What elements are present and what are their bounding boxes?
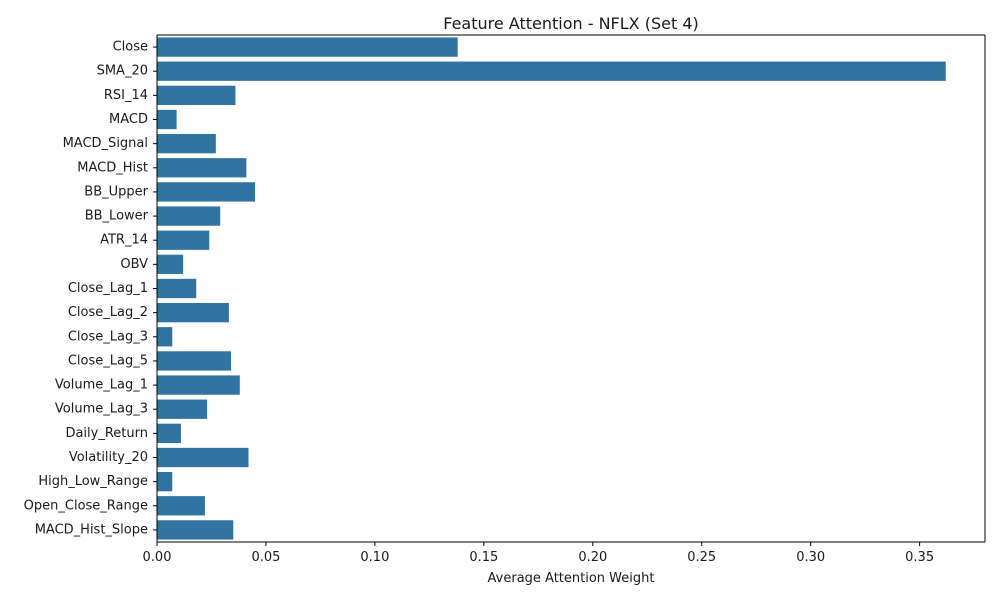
- x-tick-label: 0.25: [687, 550, 716, 565]
- y-tick-label: OBV: [120, 257, 148, 272]
- bar-volatility-20: [157, 447, 249, 468]
- bar-close-lag-5: [157, 351, 232, 371]
- bar-rsi-14: [157, 85, 236, 106]
- y-tick-label: MACD_Hist: [77, 160, 148, 175]
- bar-close-lag-2: [157, 302, 229, 323]
- x-tick-label: 0.00: [143, 550, 172, 565]
- y-tick-label: BB_Lower: [85, 209, 149, 224]
- y-tick-label: Open_Close_Range: [24, 498, 148, 513]
- y-tick-label: RSI_14: [104, 88, 148, 103]
- x-tick-label: 0.05: [251, 550, 280, 565]
- x-tick-label: 0.15: [469, 550, 498, 565]
- y-tick-label: MACD_Hist_Slope: [35, 522, 148, 537]
- bar-atr-14: [157, 230, 210, 250]
- y-tick-label: Close_Lag_2: [68, 305, 148, 320]
- bar-daily-return: [157, 423, 181, 444]
- bar-close: [157, 37, 458, 57]
- bar-macd: [157, 109, 177, 130]
- y-tick-label: Volatility_20: [69, 450, 148, 465]
- y-tick-label: Volume_Lag_3: [55, 402, 148, 417]
- bar-volume-lag-1: [157, 375, 240, 395]
- bar-macd-signal: [157, 133, 216, 154]
- bar-high-low-range: [157, 471, 173, 492]
- y-tick-label: Close: [113, 40, 148, 55]
- y-tick-label: BB_Upper: [84, 184, 148, 199]
- bar-obv: [157, 254, 184, 275]
- x-axis-label: Average Attention Weight: [488, 571, 655, 586]
- x-tick-label: 0.35: [905, 550, 934, 565]
- y-tick-label: High_Low_Range: [38, 474, 148, 489]
- x-axis-ticks: 0.00 0.05 0.10 0.15 0.20 0.25 0.30 0.35: [143, 542, 934, 565]
- bar-volume-lag-3: [157, 399, 208, 419]
- y-tick-label: MACD_Signal: [63, 136, 148, 151]
- y-tick-label: ATR_14: [100, 233, 148, 248]
- y-axis-ticks: Close SMA_20 RSI_14 MACD MACD_Signal MACD_His…: [24, 40, 157, 537]
- y-tick-label: Volume_Lag_1: [55, 378, 148, 393]
- y-tick-label: SMA_20: [97, 64, 148, 79]
- bar-close-lag-1: [157, 278, 197, 299]
- y-tick-label: MACD: [109, 112, 148, 127]
- bar-macd-hist-slope: [157, 520, 234, 540]
- bar-sma-20: [157, 61, 946, 81]
- bar-close-lag-3: [157, 327, 173, 347]
- bar-bb-lower: [157, 206, 221, 226]
- x-tick-label: 0.10: [360, 550, 389, 565]
- y-tick-label: Close_Lag_1: [68, 281, 148, 296]
- x-tick-label: 0.30: [796, 550, 825, 565]
- chart-title: Feature Attention - NFLX (Set 4): [443, 14, 699, 33]
- bar-macd-hist: [157, 158, 247, 178]
- bar-bb-upper: [157, 182, 256, 202]
- y-tick-label: Daily_Return: [65, 426, 148, 441]
- y-tick-label: Close_Lag_3: [68, 329, 148, 344]
- x-tick-label: 0.20: [578, 550, 607, 565]
- y-tick-label: Close_Lag_5: [68, 353, 148, 368]
- bar-open-close-range: [157, 496, 205, 516]
- bars-group: [157, 37, 946, 540]
